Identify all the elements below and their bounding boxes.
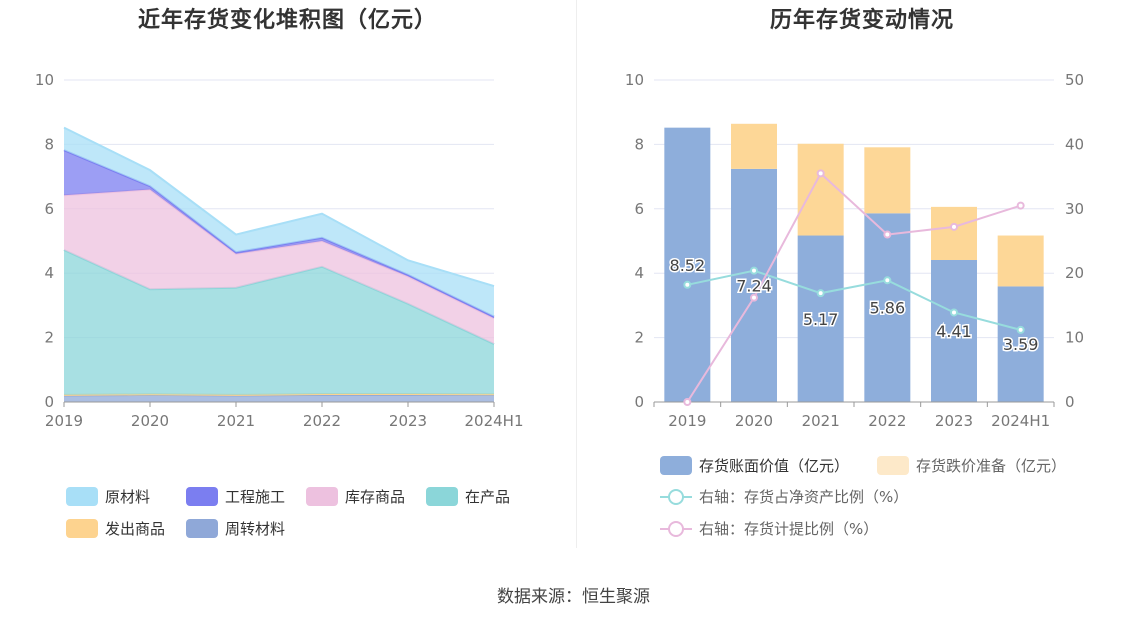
legend-label-库存商品: 库存商品: [345, 488, 405, 506]
x-tick-label: 2022: [303, 412, 341, 430]
legend-swatch-在产品: [426, 487, 458, 506]
bar-存货账面价值（亿元）-2023: [931, 259, 977, 402]
panel-divider: [576, 0, 577, 548]
stacked-area-chart: 0 2 4 6 8 10 2019 2020 2021 2022 2023 2024H1 原材料 工程施工…: [35, 71, 524, 538]
point-右轴：存货占净资产比例（%）-2024H1: [1016, 325, 1025, 334]
y2-tick-label: 20: [1065, 264, 1084, 282]
legend-swatch-0: [660, 456, 692, 475]
point-右轴：存货计提比例（%）-2022: [883, 230, 892, 239]
x-tick-label: 2019: [668, 412, 706, 430]
legend-label-原材料: 原材料: [105, 488, 150, 506]
bar-存货账面价值（亿元）-2020: [731, 168, 777, 402]
bar-value-label: 3.59: [1003, 335, 1039, 354]
x-tick-label: 2022: [868, 412, 906, 430]
legend-label-周转材料: 周转材料: [225, 520, 285, 538]
x-tick-label: 2021: [217, 412, 255, 430]
y2-tick-label: 40: [1065, 135, 1084, 153]
bar-存货账面价值（亿元）-2019: [664, 127, 711, 402]
point-右轴：存货计提比例（%）-2020: [750, 293, 758, 302]
legend-swatch-周转材料: [186, 519, 218, 538]
bar-存货账面价值（亿元）-2022: [864, 213, 911, 402]
y2-tick-label: 50: [1065, 71, 1084, 89]
line-右轴：存货占净资产比例（%）: [687, 269, 1021, 331]
legend-label-2: 右轴：存货占净资产比例（%）: [699, 488, 908, 506]
legend-label-工程施工: 工程施工: [225, 488, 285, 506]
y-tick-label: 6: [44, 200, 54, 218]
x-tick-label: 2023: [935, 412, 973, 430]
bar-存货跌价准备（亿元）-2024H1: [997, 235, 1044, 287]
bar-存货账面价值（亿元）-2024H1: [997, 286, 1044, 402]
point-右轴：存货占净资产比例（%）-2022: [883, 276, 892, 285]
legend-label-发出商品: 发出商品: [105, 520, 165, 538]
bar-存货跌价准备（亿元）-2020: [731, 123, 777, 169]
y2-tick-label: 30: [1065, 200, 1084, 218]
point-右轴：存货计提比例（%）-2021: [816, 169, 825, 178]
legend-marker-3: [668, 521, 684, 537]
right-chart-title: 历年存货变动情况: [769, 8, 954, 33]
area-库存商品: [64, 189, 494, 345]
x-tick-label: 2019: [45, 412, 83, 430]
data-source-label: 数据来源：恒生聚源: [497, 587, 650, 607]
bar-存货跌价准备（亿元）-2021: [797, 143, 844, 236]
x-tick-label: 2023: [389, 412, 427, 430]
x-tick-label: 2021: [802, 412, 840, 430]
y-tick-label: 2: [634, 329, 644, 347]
legend-marker-2: [668, 489, 684, 505]
legend-label-在产品: 在产品: [465, 488, 510, 506]
legend-label-0: 存货账面价值（亿元）: [699, 457, 849, 475]
point-右轴：存货计提比例（%）-2024H1: [1016, 201, 1025, 210]
y-tick-label: 2: [44, 329, 54, 347]
inventory-change-chart-panel: 历年存货变动情况 0 2 4 6 8 10 0 10 20 30 40 50 2019 2020 2021 2…: [577, 0, 1147, 560]
line-右轴：存货计提比例（%）: [686, 171, 1021, 403]
x-tick-label: 2020: [131, 412, 169, 430]
bar-value-label: 5.17: [803, 310, 839, 329]
legend-swatch-工程施工: [186, 487, 218, 506]
point-右轴：存货占净资产比例（%）-2020: [750, 266, 758, 275]
bar-value-label: 7.24: [736, 276, 772, 295]
point-右轴：存货占净资产比例（%）-2021: [816, 289, 825, 298]
y-tick-label: 10: [35, 71, 54, 89]
x-tick-label: 2020: [735, 412, 773, 430]
left-chart-title: 近年存货变化堆积图（亿元）: [137, 8, 437, 33]
bar-存货账面价值（亿元）-2021: [797, 235, 844, 402]
area-edge-原材料: [63, 126, 495, 288]
legend-label-3: 右轴：存货计提比例（%）: [699, 520, 878, 538]
y-tick-label: 8: [634, 135, 644, 153]
area-在产品: [64, 250, 494, 395]
y2-tick-label: 10: [1065, 329, 1084, 347]
x-tick-label: 2024H1: [465, 412, 524, 430]
y-tick-label: 0: [634, 393, 644, 411]
legend-label-1: 存货跌价准备（亿元）: [916, 457, 1066, 475]
y2-tick-label: 0: [1065, 393, 1075, 411]
legend-swatch-发出商品: [66, 519, 98, 538]
inventory-bar-line-chart: 0 2 4 6 8 10 0 10 20 30 40 50 2019 2020 2021 2022 2023 20…: [625, 71, 1084, 538]
y-tick-label: 10: [625, 71, 644, 89]
bar-value-label: 8.52: [670, 256, 706, 275]
area-周转材料: [64, 394, 494, 402]
y-tick-label: 4: [44, 264, 54, 282]
point-右轴：存货计提比例（%）-2023: [950, 222, 958, 231]
y-tick-label: 4: [634, 264, 644, 282]
stacked-area-chart-panel: 近年存货变化堆积图（亿元） 0 2 4 6 8 10 2019 2020 2021 2022 202…: [0, 0, 575, 560]
legend-swatch-库存商品: [306, 487, 338, 506]
x-tick-label: 2024H1: [991, 412, 1050, 430]
bar-存货跌价准备（亿元）-2023: [931, 206, 977, 260]
point-右轴：存货计提比例（%）-2019: [683, 398, 692, 406]
legend-swatch-1: [877, 456, 909, 475]
y-tick-label: 0: [44, 393, 54, 411]
legend-swatch-原材料: [66, 487, 98, 506]
point-右轴：存货占净资产比例（%）-2019: [683, 280, 692, 289]
y-tick-label: 8: [44, 135, 54, 153]
bar-存货跌价准备（亿元）-2022: [864, 147, 911, 214]
y-tick-label: 6: [634, 200, 644, 218]
bar-value-label: 5.86: [870, 299, 906, 318]
point-右轴：存货占净资产比例（%）-2023: [950, 308, 958, 317]
bar-value-label: 4.41: [936, 322, 972, 341]
